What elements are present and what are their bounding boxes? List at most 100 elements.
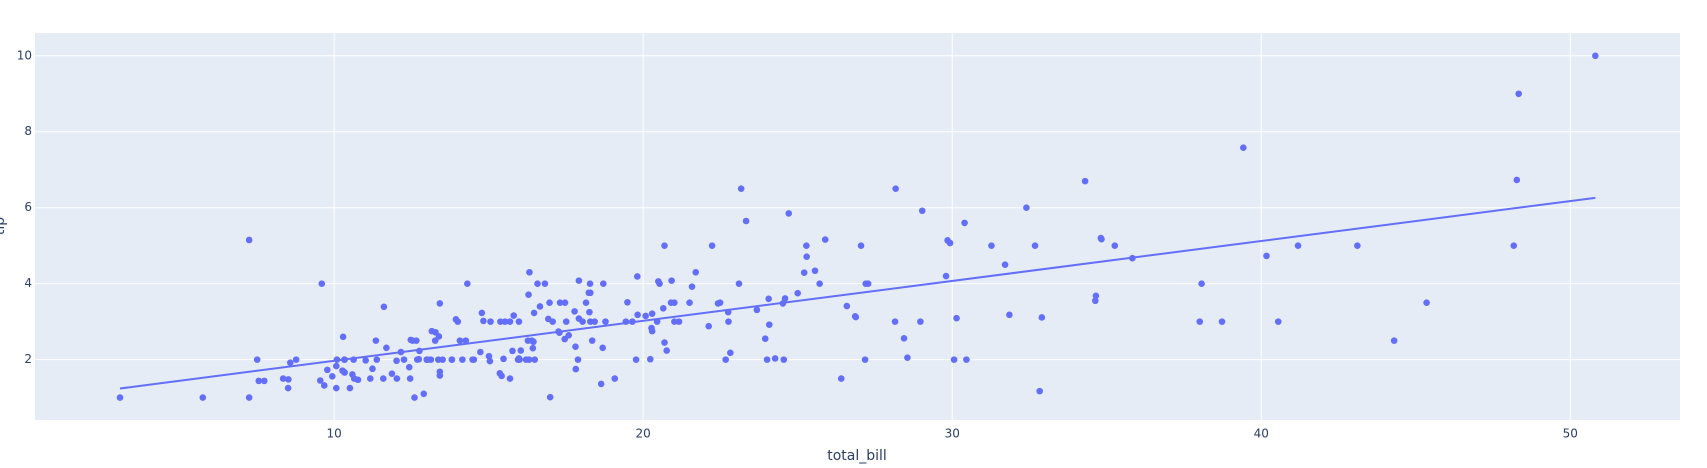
point: [388, 370, 396, 377]
point: [333, 362, 340, 370]
point: [406, 375, 414, 382]
point: [1515, 90, 1522, 98]
point: [857, 242, 865, 249]
point: [279, 375, 287, 382]
point: [354, 376, 362, 384]
point: [575, 315, 583, 322]
point: [661, 242, 668, 249]
point: [454, 318, 462, 325]
point: [891, 318, 899, 325]
point: [892, 185, 899, 193]
point: [821, 236, 829, 243]
point: [448, 356, 456, 363]
point: [837, 375, 845, 382]
point: [261, 377, 268, 385]
x-tick-label: 50: [1563, 427, 1578, 441]
point: [477, 348, 484, 356]
point: [917, 318, 924, 325]
point: [708, 242, 716, 249]
point: [1196, 318, 1204, 325]
point: [1218, 318, 1226, 325]
y-tick-label: 10: [17, 48, 32, 62]
point: [478, 309, 486, 317]
point: [536, 303, 544, 310]
point: [572, 365, 580, 373]
point: [362, 357, 369, 364]
point: [753, 306, 761, 314]
point: [411, 394, 418, 401]
point: [549, 318, 556, 325]
point: [1001, 261, 1009, 268]
point: [851, 313, 859, 320]
point: [556, 299, 564, 306]
point: [648, 310, 656, 317]
point: [950, 356, 958, 363]
point: [496, 369, 504, 377]
point: [671, 318, 678, 325]
point: [1294, 242, 1302, 249]
point: [245, 394, 253, 401]
point: [255, 377, 263, 385]
point: [761, 335, 769, 343]
point: [400, 356, 408, 363]
point: [286, 359, 294, 366]
point: [861, 356, 869, 363]
point: [333, 384, 340, 392]
point: [516, 356, 523, 363]
point: [574, 356, 582, 363]
point: [735, 280, 743, 287]
point: [686, 299, 693, 306]
point: [393, 375, 401, 382]
point: [420, 390, 428, 398]
point: [1038, 314, 1046, 321]
point: [1006, 311, 1013, 319]
point: [526, 268, 533, 276]
plot-area: [35, 33, 1680, 420]
point: [816, 280, 823, 287]
point: [714, 300, 722, 307]
point: [339, 333, 347, 341]
point: [432, 328, 439, 336]
point: [506, 318, 514, 325]
point: [942, 272, 950, 280]
point: [369, 365, 376, 373]
point: [572, 343, 579, 351]
point: [292, 356, 300, 363]
point: [524, 337, 532, 344]
x-tick-label: 30: [945, 427, 960, 441]
x-tick-label: 40: [1254, 427, 1269, 441]
point: [436, 372, 444, 379]
point: [546, 299, 553, 306]
x-axis-title: total_bill: [827, 448, 887, 464]
point: [522, 356, 530, 363]
point: [245, 236, 253, 244]
point: [328, 373, 336, 380]
point: [464, 280, 471, 287]
point: [575, 277, 583, 284]
point: [944, 237, 951, 244]
point: [346, 384, 354, 392]
point: [324, 366, 331, 374]
point: [811, 267, 819, 275]
point: [509, 347, 516, 355]
point: [586, 308, 593, 316]
point: [864, 280, 872, 287]
point: [599, 344, 606, 352]
point: [341, 368, 348, 376]
point: [646, 355, 654, 363]
point: [1513, 176, 1521, 184]
point: [742, 217, 750, 225]
y-tick-label: 8: [24, 124, 32, 138]
point: [659, 305, 667, 312]
point: [487, 318, 494, 325]
point: [904, 354, 911, 362]
point: [1031, 242, 1039, 249]
point: [597, 380, 605, 388]
point: [765, 321, 773, 328]
point: [843, 302, 851, 310]
point: [1390, 337, 1398, 344]
point: [918, 207, 926, 215]
point: [1081, 177, 1089, 185]
point: [469, 356, 476, 363]
point: [534, 280, 541, 287]
